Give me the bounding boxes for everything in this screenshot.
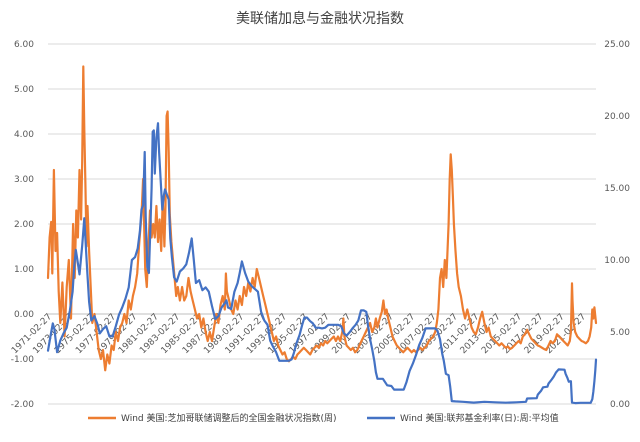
- legend-label: Wind 美国:联邦基金利率(日):周:平均值: [400, 412, 559, 424]
- y-left-tick-label: -2.00: [11, 400, 35, 410]
- y-left-tick-label: 6.00: [14, 40, 34, 50]
- y-axis-left: -2.00 -1.00 0.00 1.00 2.00 3.00 4.00 5.00 6.00: [11, 40, 35, 410]
- plot-lines: [46, 65, 598, 405]
- y-left-tick-label: 1.00: [14, 265, 34, 275]
- y-left-tick-label: 5.00: [14, 85, 34, 95]
- y-left-tick-label: -1.00: [11, 355, 35, 365]
- y-left-tick-label: 3.00: [14, 175, 34, 185]
- y-left-tick-label: 4.00: [14, 130, 34, 140]
- y-left-tick-label: 0.00: [14, 310, 34, 320]
- y-right-tick-label: 10.00: [604, 256, 630, 266]
- legend: Wind 美国:芝加哥联储调整后的全国金融状况指数(周) Wind 美国:联邦基金…: [88, 412, 559, 424]
- y-right-tick-label: 25.00: [604, 40, 630, 50]
- y-right-tick-label: 0.00: [610, 400, 630, 410]
- series-line-nfci: [46, 65, 598, 372]
- y-right-tick-label: 5.00: [610, 328, 630, 338]
- y-right-tick-label: 20.00: [604, 112, 630, 122]
- chart-title: 美联储加息与金融状况指数: [236, 10, 404, 27]
- y-axis-right: 0.00 5.00 10.00 15.00 20.00 25.00: [604, 40, 630, 410]
- y-right-tick-label: 15.00: [604, 184, 630, 194]
- y-left-tick-label: 2.00: [14, 220, 34, 230]
- legend-label: Wind 美国:芝加哥联储调整后的全国金融状况指数(周): [121, 412, 337, 424]
- series-line-fed-funds: [46, 122, 598, 405]
